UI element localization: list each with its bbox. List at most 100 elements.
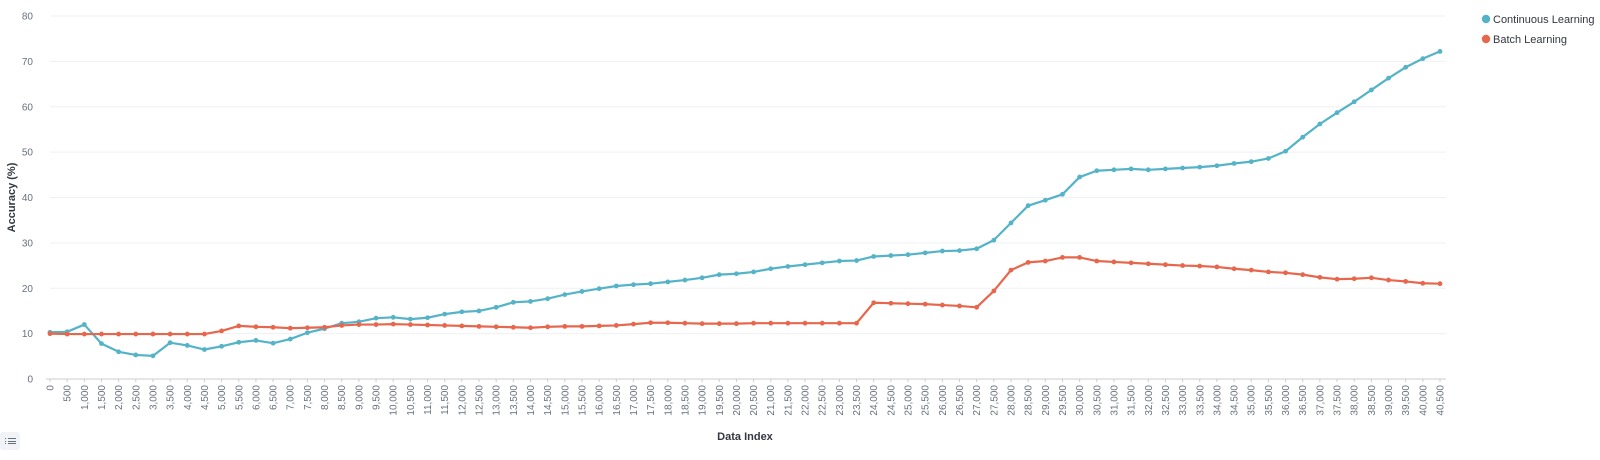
legend-swatch [1481, 14, 1491, 24]
data-point [682, 320, 688, 326]
data-point [305, 325, 310, 331]
data-point [64, 331, 70, 337]
data-point [1145, 261, 1151, 267]
data-point [1420, 280, 1426, 286]
data-point [1163, 166, 1168, 172]
data-point [202, 331, 207, 337]
data-point [287, 325, 293, 331]
x-tick-label: 40,000 [1418, 385, 1429, 416]
x-tick-label: 31,500 [1127, 385, 1138, 416]
data-point [905, 301, 911, 307]
data-point [871, 300, 877, 306]
y-tick-label: 0 [27, 375, 33, 386]
data-point [1231, 161, 1237, 166]
data-point [1025, 203, 1031, 209]
x-tick-label: 28,500 [1024, 385, 1035, 416]
x-tick-label: 2,000 [114, 385, 125, 410]
data-point [734, 271, 739, 277]
x-tick-label: 27,000 [972, 385, 983, 416]
x-tick-label: 19,500 [715, 385, 726, 416]
data-point [133, 331, 139, 337]
data-point [1128, 260, 1134, 266]
data-point [665, 320, 671, 326]
data-point [493, 324, 499, 330]
x-tick-label: 28,000 [1006, 385, 1017, 416]
x-tick-label: 14,000 [526, 385, 537, 416]
x-tick-label: 26,000 [938, 385, 949, 416]
legend-toggle-button[interactable] [0, 432, 20, 450]
data-point [1334, 276, 1340, 282]
data-point [836, 320, 842, 326]
legend-item[interactable]: Continuous Learning [1481, 14, 1595, 26]
data-point [596, 323, 602, 329]
data-point [768, 266, 774, 272]
legend: Continuous Learning Batch Learning [1481, 14, 1595, 46]
data-point [991, 237, 997, 243]
data-point [81, 331, 87, 337]
data-point [699, 275, 705, 281]
x-tick-label: 26,500 [955, 385, 966, 416]
x-tick-label: 7,000 [286, 385, 297, 410]
data-point [579, 289, 585, 294]
data-point [305, 330, 310, 336]
data-point [1025, 259, 1031, 265]
legend-item[interactable]: Batch Learning [1481, 34, 1567, 46]
data-point [339, 323, 345, 328]
data-point [819, 260, 825, 266]
data-point [99, 331, 104, 337]
data-point [116, 331, 122, 337]
series-lines [49, 50, 1441, 357]
series-points [47, 48, 1443, 359]
data-point [1008, 267, 1014, 273]
x-tick-label: 35,000 [1247, 385, 1258, 416]
data-point [47, 331, 53, 337]
data-point [390, 314, 396, 320]
data-point [974, 246, 980, 252]
data-point [785, 320, 791, 326]
data-point [631, 282, 636, 288]
data-point [1145, 167, 1151, 173]
x-tick-label: 31,000 [1109, 385, 1120, 416]
series-line [49, 50, 1441, 357]
x-tick-label: 5,000 [217, 385, 228, 410]
grid-lines [50, 15, 1446, 335]
data-point [1163, 262, 1168, 268]
x-tick-label: 8,000 [320, 385, 331, 410]
data-point [1283, 148, 1288, 154]
data-point [957, 248, 962, 253]
x-tick-label: 15,500 [577, 385, 588, 416]
data-point [1351, 276, 1357, 282]
data-point [751, 269, 756, 275]
x-tick-label: 38,500 [1367, 385, 1378, 416]
data-point [1420, 56, 1426, 62]
x-tick-label: 29,000 [1041, 385, 1052, 416]
data-point [1214, 264, 1220, 270]
data-point [1111, 167, 1117, 173]
data-point [613, 323, 619, 328]
data-point [1214, 163, 1220, 169]
y-tick-label: 80 [22, 12, 34, 23]
data-point [270, 324, 276, 330]
data-point [1197, 164, 1203, 170]
x-tick-label: 12,000 [457, 385, 468, 416]
y-tick-label: 10 [22, 329, 34, 340]
data-point [1368, 87, 1374, 93]
data-point [425, 322, 430, 328]
data-point [1283, 270, 1288, 276]
data-point [373, 315, 379, 321]
x-tick-label: 4,500 [200, 385, 211, 410]
x-tick-label: 4,000 [183, 385, 194, 410]
data-point [150, 331, 156, 337]
data-point [888, 253, 894, 258]
data-point [974, 304, 980, 310]
x-tick-label: 9,000 [354, 385, 365, 410]
x-tick-label: 30,000 [1075, 385, 1086, 416]
data-point [1060, 191, 1065, 197]
data-point [648, 281, 654, 287]
data-point [1403, 64, 1409, 70]
x-tick-label: 18,500 [680, 385, 691, 416]
x-tick-label: 21,500 [783, 385, 794, 416]
data-point [184, 343, 190, 348]
data-point [1248, 267, 1254, 273]
